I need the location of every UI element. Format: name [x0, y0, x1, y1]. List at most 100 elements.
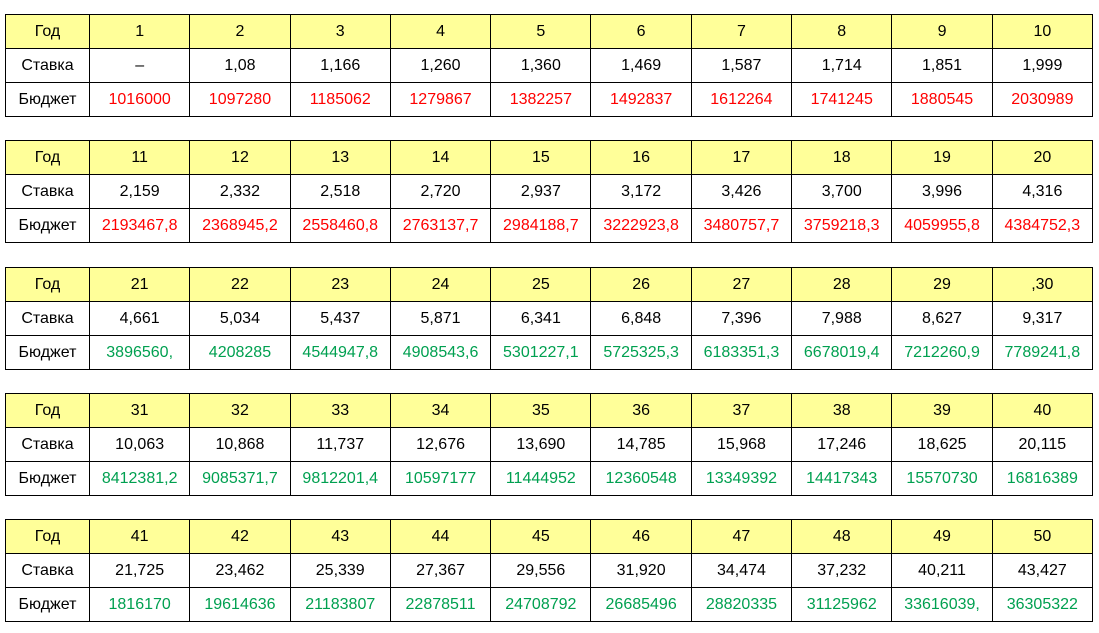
- year-cell: 24: [389, 267, 492, 302]
- year-cell: 2: [189, 14, 291, 49]
- rate-row-label: Ставка: [5, 174, 90, 209]
- year-cell: 6: [590, 14, 692, 49]
- rate-row: Ставка 2,159 2,332 2,518 2,720 2,937 3,172 3,42…: [5, 174, 1094, 209]
- budget-cell: 1741245: [791, 82, 893, 117]
- budget-table-5: Год 41 42 43 44 45 46 47 48 49 50 Ставка 21,725 23,46…: [5, 519, 1094, 622]
- year-cell: 28: [791, 267, 893, 302]
- rate-cell: 7,396: [690, 301, 793, 336]
- year-row: Год 11 12 13 14 15 16 17 18 19 20: [5, 140, 1094, 175]
- budget-cell: 1612264: [690, 82, 793, 117]
- budget-cell: 1279867: [389, 82, 492, 117]
- budget-cell: 13349392: [690, 461, 793, 496]
- year-cell: 42: [189, 519, 291, 554]
- rate-cell: 1,166: [289, 48, 391, 83]
- budget-row-label: Бюджет: [5, 82, 90, 117]
- rate-cell: 1,714: [791, 48, 893, 83]
- rate-cell: 3,172: [590, 174, 692, 209]
- budget-cell: 3480757,7: [690, 208, 793, 243]
- rate-cell: 2,937: [490, 174, 592, 209]
- rate-cell: 5,437: [289, 301, 391, 336]
- rate-cell: 29,556: [490, 553, 592, 588]
- rate-cell: 23,462: [189, 553, 291, 588]
- rate-cell: 9,317: [991, 301, 1094, 336]
- budget-cell: 6183351,3: [690, 335, 793, 370]
- rate-row: Ставка 4,661 5,034 5,437 5,871 6,341 6,848 7,39…: [5, 301, 1094, 336]
- year-cell: 3: [289, 14, 391, 49]
- budget-cell: 1492837: [590, 82, 692, 117]
- budget-cell: 2763137,7: [389, 208, 492, 243]
- budget-cell: 36305322: [991, 587, 1094, 622]
- budget-cell: 2984188,7: [490, 208, 592, 243]
- budget-cell: 31125962: [791, 587, 893, 622]
- budget-cell: 12360548: [590, 461, 692, 496]
- budget-cell: 1816170: [88, 587, 191, 622]
- rate-cell: 2,159: [88, 174, 191, 209]
- budget-cell: 10597177: [389, 461, 492, 496]
- year-cell: 33: [289, 393, 391, 428]
- year-cell: 17: [690, 140, 793, 175]
- budget-cell: 2558460,8: [289, 208, 391, 243]
- year-cell: 37: [690, 393, 793, 428]
- budget-cell: 33616039,: [891, 587, 993, 622]
- rate-cell: 31,920: [590, 553, 692, 588]
- year-cell: 43: [289, 519, 391, 554]
- year-cell: 9: [891, 14, 993, 49]
- year-cell: 22: [189, 267, 291, 302]
- budget-cell: 9812201,4: [289, 461, 391, 496]
- rate-row-label: Ставка: [5, 427, 90, 462]
- rate-cell: 4,316: [991, 174, 1094, 209]
- rate-cell: 43,427: [991, 553, 1094, 588]
- year-cell: 49: [891, 519, 993, 554]
- year-row-label: Год: [5, 140, 90, 175]
- budget-cell: 21183807: [289, 587, 391, 622]
- year-cell: 21: [88, 267, 191, 302]
- year-cell: 39: [891, 393, 993, 428]
- budget-cell: 2030989: [991, 82, 1094, 117]
- year-cell: 5: [490, 14, 592, 49]
- rate-cell: 8,627: [891, 301, 993, 336]
- rate-cell: 1,08: [189, 48, 291, 83]
- budget-row: Бюджет 1816170 19614636 21183807 22878511 247…: [5, 587, 1094, 622]
- budget-table-3: Год 21 22 23 24 25 26 27 28 29,30 Ставка 4,661 5,034…: [5, 267, 1094, 370]
- budget-cell: 8412381,2: [88, 461, 191, 496]
- budget-cell: 22878511: [389, 587, 492, 622]
- year-cell: 26: [590, 267, 692, 302]
- year-cell: 23: [289, 267, 391, 302]
- rate-cell: 21,725: [88, 553, 191, 588]
- budget-table-4: Год 31 32 33 34 35 36 37 38 39 40 Ставка 10,063 10,86…: [5, 393, 1094, 496]
- rate-cell: 14,785: [590, 427, 692, 462]
- year-cell: 16: [590, 140, 692, 175]
- budget-row: Бюджет 2193467,8 2368945,2 2558460,8 2763137…: [5, 208, 1094, 243]
- rate-cell: 3,996: [891, 174, 993, 209]
- rate-cell: 27,367: [389, 553, 492, 588]
- rate-row-label: Ставка: [5, 553, 90, 588]
- year-cell: 8: [791, 14, 893, 49]
- rate-cell: 34,474: [690, 553, 793, 588]
- year-row: Год 41 42 43 44 45 46 47 48 49 50: [5, 519, 1094, 554]
- year-cell: 10: [991, 14, 1094, 49]
- year-row-label: Год: [5, 519, 90, 554]
- year-cell: 34: [389, 393, 492, 428]
- year-cell: ,30: [991, 267, 1094, 302]
- year-cell: 25: [490, 267, 592, 302]
- year-cell: 11: [88, 140, 191, 175]
- rate-cell: 2,332: [189, 174, 291, 209]
- year-cell: 19: [891, 140, 993, 175]
- year-cell: 50: [991, 519, 1094, 554]
- budget-cell: 7212260,9: [891, 335, 993, 370]
- rate-cell: 1,360: [490, 48, 592, 83]
- budget-row: Бюджет 8412381,2 9085371,7 9812201,4 1059717…: [5, 461, 1094, 496]
- budget-cell: 4908543,6: [389, 335, 492, 370]
- year-cell: 45: [490, 519, 592, 554]
- budget-cell: 1880545: [891, 82, 993, 117]
- year-cell: 35: [490, 393, 592, 428]
- rate-cell: 6,848: [590, 301, 692, 336]
- budget-table-1: Год 1 2 3 4 5 6 7 8 9 10 Ставка –1,08 1,166 1,260 1,360…: [5, 14, 1094, 117]
- year-cell: 1: [88, 14, 191, 49]
- budget-cell: 4059955,8: [891, 208, 993, 243]
- budget-row-label: Бюджет: [5, 335, 90, 370]
- budget-cell: 4384752,3: [991, 208, 1094, 243]
- rate-row: Ставка –1,08 1,166 1,260 1,360 1,469 1,587 1,71…: [5, 48, 1094, 83]
- year-cell: 4: [389, 14, 492, 49]
- budget-row-label: Бюджет: [5, 208, 90, 243]
